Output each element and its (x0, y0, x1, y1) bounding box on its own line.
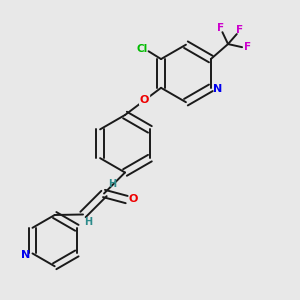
Text: F: F (236, 25, 243, 35)
Text: O: O (140, 95, 149, 105)
Text: F: F (244, 42, 251, 52)
Text: H: H (108, 179, 116, 189)
Text: Cl: Cl (136, 44, 147, 54)
Text: N: N (213, 84, 222, 94)
Text: H: H (85, 217, 93, 227)
Text: F: F (217, 23, 224, 33)
Text: N: N (21, 250, 30, 260)
Text: O: O (129, 194, 138, 204)
